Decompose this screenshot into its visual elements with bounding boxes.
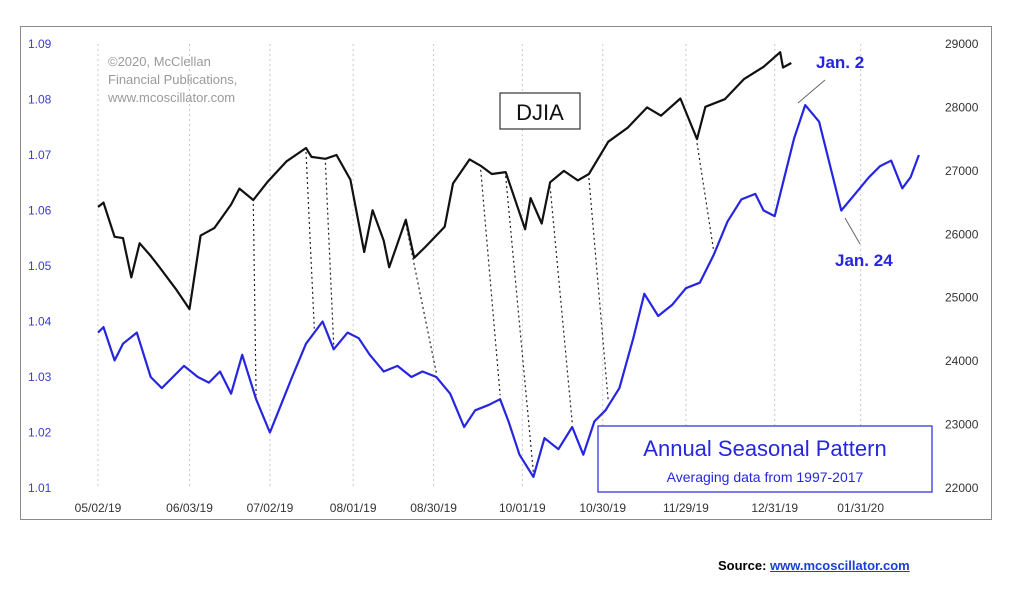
right-tick-label: 25000 [945,291,979,305]
right-tick-label: 29000 [945,37,979,51]
x-tick-label: 11/29/19 [663,501,709,515]
x-tick-label: 06/03/19 [166,501,213,515]
connector-line [480,169,501,396]
left-tick-label: 1.08 [28,93,52,107]
x-tick-label: 08/30/19 [410,501,457,515]
x-tick-label: 05/02/19 [75,501,122,515]
right-tick-label: 28000 [945,100,979,114]
legend-subtitle: Averaging data from 1997-2017 [667,469,864,485]
connector-line [549,186,573,424]
copyright-line-1: ©2020, McClellan [108,54,211,69]
connector-line [588,177,609,402]
right-tick-label: 23000 [945,418,979,432]
djia-line [97,51,792,311]
copyright-line-3: www.mcoscillator.com [107,90,235,105]
legend-title: Annual Seasonal Pattern [643,436,886,461]
x-tick-label: 01/31/20 [837,501,884,515]
grid-lines [97,44,862,488]
connector-line [405,223,437,374]
right-tick-label: 24000 [945,354,979,368]
right-tick-label: 27000 [945,164,979,178]
connector-line [696,143,715,251]
x-tick-label: 08/01/19 [330,501,377,515]
annotation-jan24-pointer [844,217,861,245]
connector-line [324,162,335,346]
copyright-line-2: Financial Publications, [108,72,237,87]
left-tick-label: 1.02 [28,426,52,440]
connector-lines [252,143,715,473]
x-axis: 05/02/19 06/03/19 07/02/19 08/01/19 08/30/19… [75,501,885,515]
legend-box [597,425,933,493]
left-tick-label: 1.01 [28,481,52,495]
connector-line [252,204,257,396]
source-link[interactable]: www.mcoscillator.com [770,558,910,573]
left-tick-label: 1.05 [28,259,52,273]
x-tick-label: 12/31/19 [751,501,798,515]
left-tick-label: 1.07 [28,148,52,162]
x-tick-label: 10/01/19 [499,501,546,515]
left-tick-label: 1.03 [28,370,52,384]
left-axis: 1.01 1.02 1.03 1.04 1.05 1.06 1.07 1.08 1.09 [28,37,52,495]
connector-line [305,151,315,329]
left-tick-label: 1.09 [28,37,52,51]
annotation-jan24: Jan. 24 [835,251,893,270]
series-layer [97,51,920,478]
chart-title-box [499,92,581,130]
left-tick-label: 1.06 [28,204,52,218]
annotation-jan2-pointer [797,79,826,104]
seasonal-pattern-line [97,103,920,478]
right-tick-label: 26000 [945,227,979,241]
source-note: Source: www.mcoscillator.com [718,558,910,573]
right-tick-label: 22000 [945,481,979,495]
x-tick-label: 07/02/19 [247,501,294,515]
right-axis: 22000 23000 24000 25000 26000 27000 28000 29000 [945,37,979,495]
left-tick-label: 1.04 [28,315,52,329]
source-label: Source: [718,558,767,573]
annotation-jan2: Jan. 2 [816,53,864,72]
x-tick-label: 10/30/19 [579,501,626,515]
chart-title: DJIA [516,100,564,125]
